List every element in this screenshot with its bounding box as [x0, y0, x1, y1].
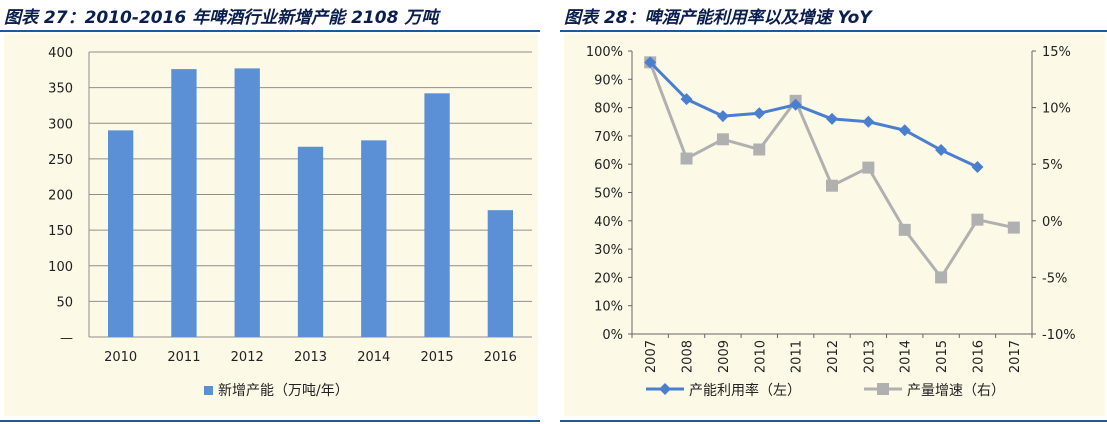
line-x-tick-label: 2009 [717, 340, 732, 373]
utilization-point-2015 [935, 144, 948, 157]
bar-x-tick-label: 2011 [167, 350, 200, 365]
line-left-tick-label: 90% [594, 73, 623, 88]
right-bottom-rule [560, 420, 1107, 422]
line-left-tick-label: 50% [594, 187, 623, 202]
growth-point-2016 [971, 213, 984, 226]
right-chart-title: 图表 28：啤酒产能利用率以及增速 YoY [564, 8, 872, 28]
bar-legend-swatch [204, 386, 213, 395]
growth-point-2012 [826, 179, 838, 192]
right-chart-area: 0% 10% 20% 30% 40% 50% 60% 70% 80% 90% 100% -10% -5%… [564, 34, 1105, 416]
utilization-point-2012 [826, 112, 838, 125]
bar-2015 [424, 93, 450, 337]
bar-legend-label: 新增产能（万吨/年） [218, 383, 349, 399]
right-title-rule [560, 30, 1107, 32]
utilization-line [649, 61, 979, 169]
line-x-tick-label: 2014 [899, 340, 914, 373]
bar-2016 [487, 210, 514, 337]
growth-line [648, 61, 1015, 279]
growth-point-2017 [1007, 221, 1020, 234]
left-title-rule [0, 30, 540, 32]
bar-2012 [234, 68, 260, 337]
line-x-tick-label: 2011 [790, 340, 805, 373]
growth-point-2010 [753, 143, 766, 156]
line-chart: 0% 10% 20% 30% 40% 50% 60% 70% 80% 90% 100% -10% -5%… [586, 45, 1076, 399]
line-left-tick-label: 0% [602, 328, 623, 343]
bar-2010 [107, 130, 134, 337]
utilization-point-2011 [789, 98, 802, 111]
bar-y-tick-label: — [60, 331, 73, 346]
line-x-tick-label: 2008 [681, 340, 696, 373]
bar-y-tick-label: 150 [48, 224, 73, 239]
utilization-point-2016 [971, 161, 984, 174]
growth-legend-label: 产量增速（右） [907, 383, 1005, 399]
bar-x-tick-label: 2015 [421, 350, 454, 365]
line-left-tick-label: 20% [594, 271, 623, 286]
bar-y-tick-label: 300 [48, 117, 73, 132]
line-right-tick-label: 15% [1042, 45, 1071, 60]
line-x-tick-label: 2010 [753, 340, 768, 373]
left-chart-title: 图表 27：2010-2016 年啤酒行业新增产能 2108 万吨 [4, 8, 439, 28]
bar-2013 [297, 146, 324, 337]
left-chart-area: — 50 100 150 200 250 300 350 400 2010 2011 2012 2013… [4, 34, 538, 416]
right-chart-panel: 图表 28：啤酒产能利用率以及增速 YoY 0% 10% 20% 30% 40% 50% 6… [560, 0, 1107, 424]
line-x-tick-label: 2016 [971, 340, 986, 373]
line-left-tick-label: 100% [586, 45, 623, 60]
utilization-point-2013 [862, 115, 875, 128]
line-x-tick-label: 2012 [826, 340, 841, 373]
line-left-tick-label: 80% [594, 102, 623, 117]
bar-2014 [361, 140, 387, 337]
growth-point-2008 [680, 152, 693, 165]
bar-x-tick-label: 2010 [104, 350, 137, 365]
bar-y-tick-label: 50 [56, 295, 73, 310]
bar-y-tick-label: 100 [48, 260, 73, 275]
line-left-tick-label: 30% [594, 243, 623, 258]
line-right-tick-label: -5% [1042, 271, 1067, 286]
utilization-point-2007 [644, 56, 657, 69]
utilization-point-2010 [753, 107, 766, 120]
line-left-tick-label: 70% [594, 130, 623, 145]
line-x-tick-label: 2007 [644, 340, 659, 373]
line-right-tick-label: 0% [1042, 215, 1063, 230]
utilization-point-2009 [716, 110, 729, 123]
growth-point-2014 [898, 223, 911, 236]
bar-x-tick-label: 2012 [231, 350, 264, 365]
bar-x-tick-label: 2013 [294, 350, 327, 365]
line-right-tick-label: -10% [1042, 328, 1076, 343]
bar-2011 [171, 69, 197, 337]
utilization-point-2014 [898, 124, 911, 137]
utilization-legend-marker [659, 383, 671, 395]
utilization-point-2008 [680, 93, 693, 106]
bar-y-tick-label: 350 [48, 82, 73, 97]
line-right-tick-label: 10% [1042, 102, 1071, 117]
utilization-legend-label: 产能利用率（左） [689, 382, 801, 399]
line-right-tick-label: 5% [1042, 158, 1063, 173]
line-x-tick-label: 2015 [935, 340, 950, 373]
line-left-tick-label: 60% [594, 158, 623, 173]
bar-x-tick-label: 2016 [484, 350, 517, 365]
bar-x-tick-label: 2014 [357, 350, 390, 365]
line-left-tick-label: 40% [594, 215, 623, 230]
growth-point-2013 [862, 161, 875, 174]
bar-y-tick-label: 400 [48, 46, 73, 61]
bar-y-tick-label: 250 [48, 153, 73, 168]
growth-legend-marker [877, 383, 889, 395]
growth-point-2015 [935, 271, 948, 284]
left-bottom-rule [0, 420, 540, 422]
line-x-tick-label: 2017 [1008, 340, 1023, 373]
bar-y-tick-label: 200 [48, 189, 73, 204]
line-left-tick-label: 10% [594, 300, 623, 315]
line-x-tick-label: 2013 [862, 340, 877, 373]
bar-chart: — 50 100 150 200 250 300 350 400 2010 2011 2012 2013… [48, 46, 532, 399]
growth-point-2009 [716, 133, 729, 146]
left-chart-panel: 图表 27：2010-2016 年啤酒行业新增产能 2108 万吨 — 50 100… [0, 0, 540, 424]
